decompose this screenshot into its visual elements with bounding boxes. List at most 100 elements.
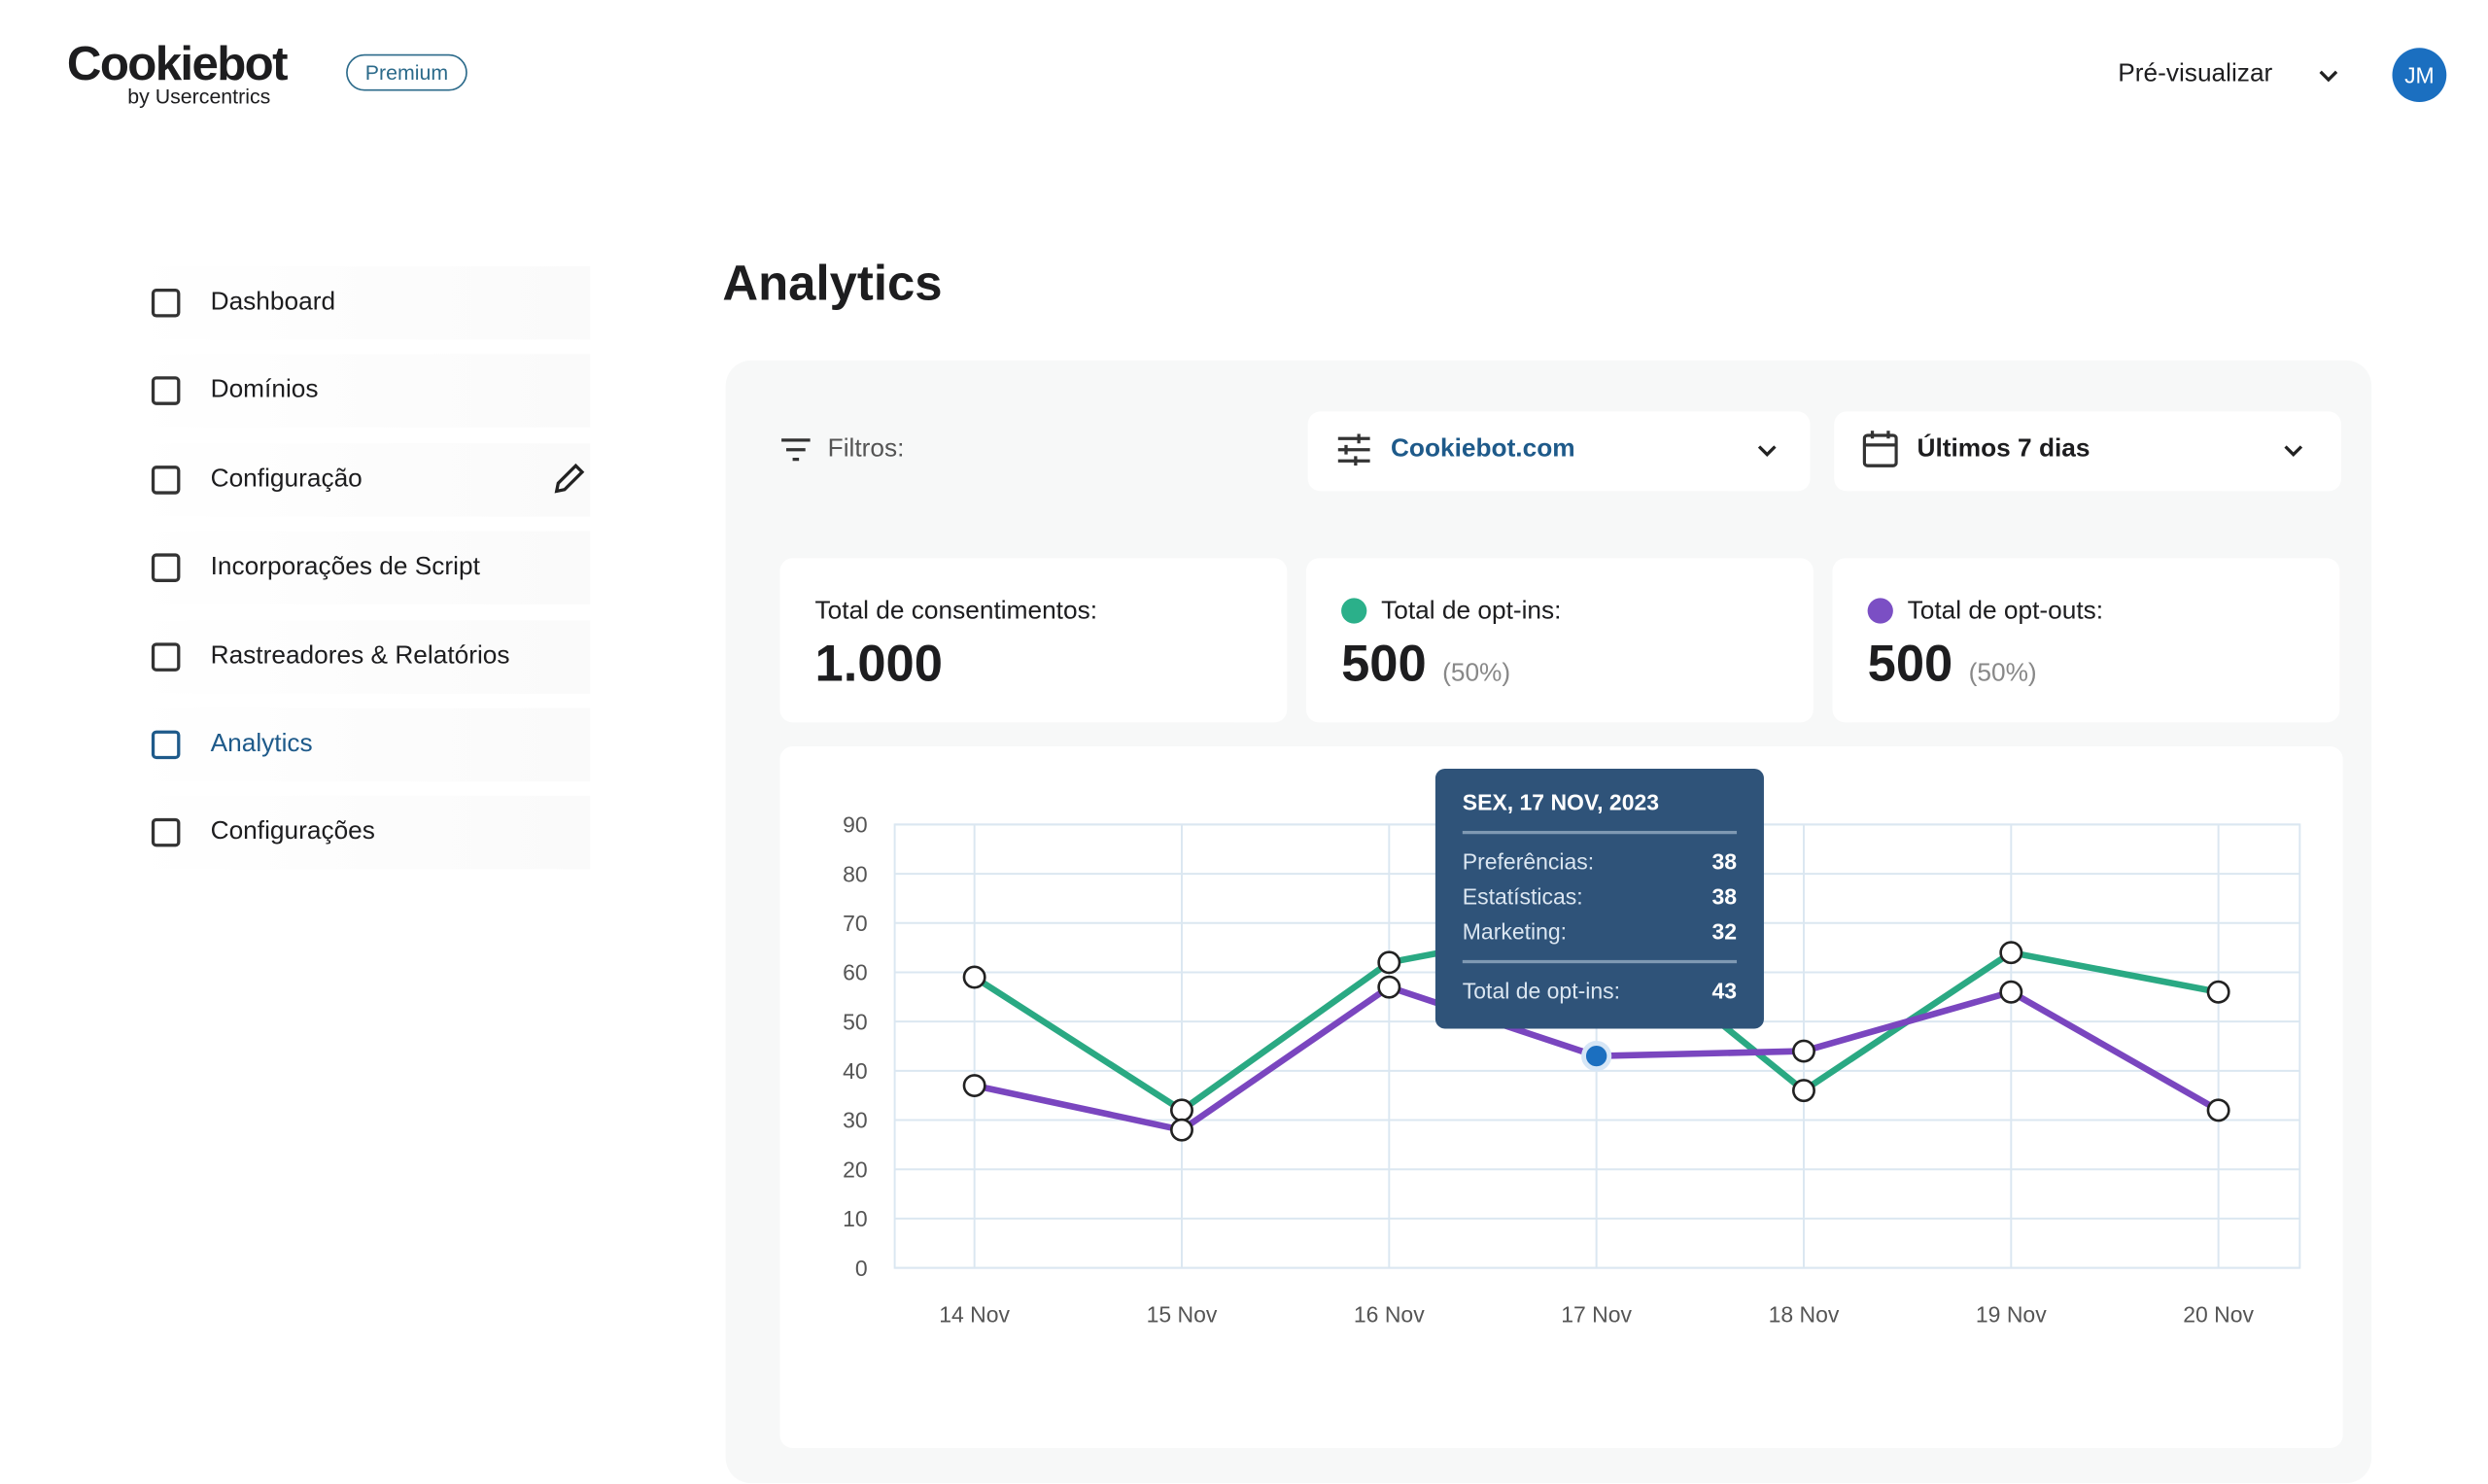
stat-label: Total de opt-ins: bbox=[1381, 598, 1562, 626]
nav-label: Incorporações de Script bbox=[210, 553, 480, 581]
domain: Cookiebot.com bbox=[1390, 434, 1575, 463]
nav-icon bbox=[151, 730, 181, 760]
nav-icon bbox=[151, 289, 181, 318]
nav-item[interactable]: Configuração bbox=[127, 442, 591, 517]
point bbox=[1170, 1118, 1193, 1142]
calendar-icon bbox=[1862, 431, 1898, 467]
icon-shape bbox=[151, 553, 181, 583]
x-tick-label: 16 Nov bbox=[1354, 1301, 1425, 1327]
nav-icon bbox=[151, 818, 181, 848]
point bbox=[1999, 941, 2023, 965]
point bbox=[1377, 975, 1401, 999]
x-tick-label: 15 Nov bbox=[1147, 1301, 1218, 1327]
tooltip-row: Estatísticas: 38 bbox=[1463, 879, 1737, 914]
stat-value: 1.000 bbox=[814, 635, 943, 693]
icon-shape bbox=[151, 730, 181, 760]
avatar[interactable]: JM bbox=[2392, 48, 2447, 103]
preview-menu[interactable]: Pré-visualizar bbox=[2118, 60, 2273, 88]
tooltip: SEX, 17 NOV, 2023 Preferências: 38 Estatís… bbox=[1434, 768, 1764, 1029]
nav-item[interactable]: Dashboard bbox=[127, 266, 591, 340]
nav-label: Domínios bbox=[210, 376, 319, 404]
nav-item[interactable]: Configurações bbox=[127, 796, 591, 870]
stat-label: Total de opt-outs: bbox=[1907, 598, 2104, 626]
point bbox=[2206, 980, 2230, 1004]
x-tick-label: 19 Nov bbox=[1976, 1301, 2047, 1327]
tooltip-row: Marketing: 32 bbox=[1463, 914, 1737, 949]
stat-label: Total de consentimentos: bbox=[814, 598, 1098, 626]
point bbox=[1791, 1079, 1815, 1103]
range-select[interactable] bbox=[1834, 411, 2341, 492]
y-tick-label: 30 bbox=[843, 1108, 868, 1133]
stat-card: Total de consentimentos: 1.000 bbox=[779, 558, 1288, 723]
y-tick-label: 40 bbox=[843, 1058, 868, 1084]
stat-value: 500 (50%) bbox=[1341, 635, 1511, 693]
point bbox=[1170, 1098, 1193, 1122]
tooltip-value: 38 bbox=[1711, 883, 1738, 910]
y-tick-label: 80 bbox=[843, 861, 868, 886]
tooltip-value: 32 bbox=[1711, 918, 1738, 945]
domain-select[interactable] bbox=[1307, 411, 1811, 492]
edit-icon[interactable] bbox=[552, 461, 587, 496]
legend-dot bbox=[1867, 598, 1893, 624]
tune-icon bbox=[1337, 433, 1370, 466]
tooltip-row: Preferências: 38 bbox=[1463, 844, 1737, 879]
y-tick-label: 90 bbox=[843, 812, 868, 838]
point bbox=[1999, 980, 2023, 1004]
nav-item[interactable]: Rastreadores & Relatórios bbox=[127, 619, 591, 694]
badge: Premium bbox=[346, 53, 467, 91]
chevron bbox=[2319, 70, 2338, 83]
logo: Cookiebot bbox=[66, 38, 289, 91]
point bbox=[2206, 1098, 2230, 1122]
y-tick-label: 50 bbox=[843, 1009, 868, 1034]
nav-icon bbox=[151, 553, 181, 583]
nav-label: Dashboard bbox=[210, 289, 336, 316]
nav-icon bbox=[151, 465, 181, 495]
y-tick-label: 0 bbox=[855, 1256, 868, 1281]
y-tick-label: 10 bbox=[843, 1206, 868, 1231]
nav-label: Rastreadores & Relatórios bbox=[210, 641, 510, 670]
y-tick-label: 70 bbox=[843, 911, 868, 936]
stat-share: (50%) bbox=[1442, 660, 1511, 688]
nav-label: Analytics bbox=[210, 730, 313, 758]
tooltip-total-label: Total de opt-ins: bbox=[1462, 977, 1620, 1004]
tooltip-total: 43 bbox=[1711, 977, 1738, 1004]
tooltip-title: SEX, 17 NOV, 2023 bbox=[1462, 789, 1738, 835]
icon-shape bbox=[151, 641, 181, 672]
tooltip-value: 38 bbox=[1711, 848, 1738, 875]
y-tick-label: 60 bbox=[843, 960, 868, 985]
x-tick-label: 18 Nov bbox=[1769, 1301, 1840, 1327]
x-tick-label: 20 Nov bbox=[2183, 1301, 2254, 1327]
nav-icon bbox=[151, 641, 181, 672]
range: Últimos 7 dias bbox=[1917, 434, 2091, 463]
icon-shape bbox=[151, 289, 181, 318]
tooltip-label: Preferências: bbox=[1462, 848, 1595, 875]
point bbox=[1791, 1039, 1815, 1063]
tooltip-label: Estatísticas: bbox=[1462, 883, 1583, 910]
chevron bbox=[2284, 445, 2303, 458]
nav-label: Configuração bbox=[210, 465, 363, 493]
nav-icon bbox=[151, 376, 181, 406]
filter-icon bbox=[781, 438, 811, 462]
highlight-point bbox=[1581, 1041, 1612, 1072]
filter-label: Filtros: bbox=[827, 434, 905, 463]
icon-shape bbox=[151, 465, 181, 495]
nav-item[interactable]: Domínios bbox=[127, 354, 591, 429]
stat-value: 500 (50%) bbox=[1867, 635, 2037, 693]
legend-dot bbox=[1341, 598, 1367, 624]
y-tick-label: 20 bbox=[843, 1156, 868, 1182]
tooltip-label: Marketing: bbox=[1462, 918, 1568, 945]
icon-shape bbox=[151, 376, 181, 406]
nav-item[interactable]: Analytics bbox=[127, 707, 591, 782]
nav-item[interactable]: Incorporações de Script bbox=[127, 531, 591, 605]
logo-sub: by Usercentrics bbox=[127, 84, 271, 109]
tooltip-rows: Preferências: 38 Estatísticas: 38 Marketing:… bbox=[1462, 834, 1738, 964]
page-title: Analytics bbox=[722, 255, 943, 311]
x-tick-label: 17 Nov bbox=[1561, 1301, 1632, 1327]
point bbox=[962, 1074, 986, 1098]
stat-share: (50%) bbox=[1968, 660, 2037, 688]
icon-shape bbox=[151, 818, 181, 848]
x-tick-label: 14 Nov bbox=[939, 1301, 1010, 1327]
